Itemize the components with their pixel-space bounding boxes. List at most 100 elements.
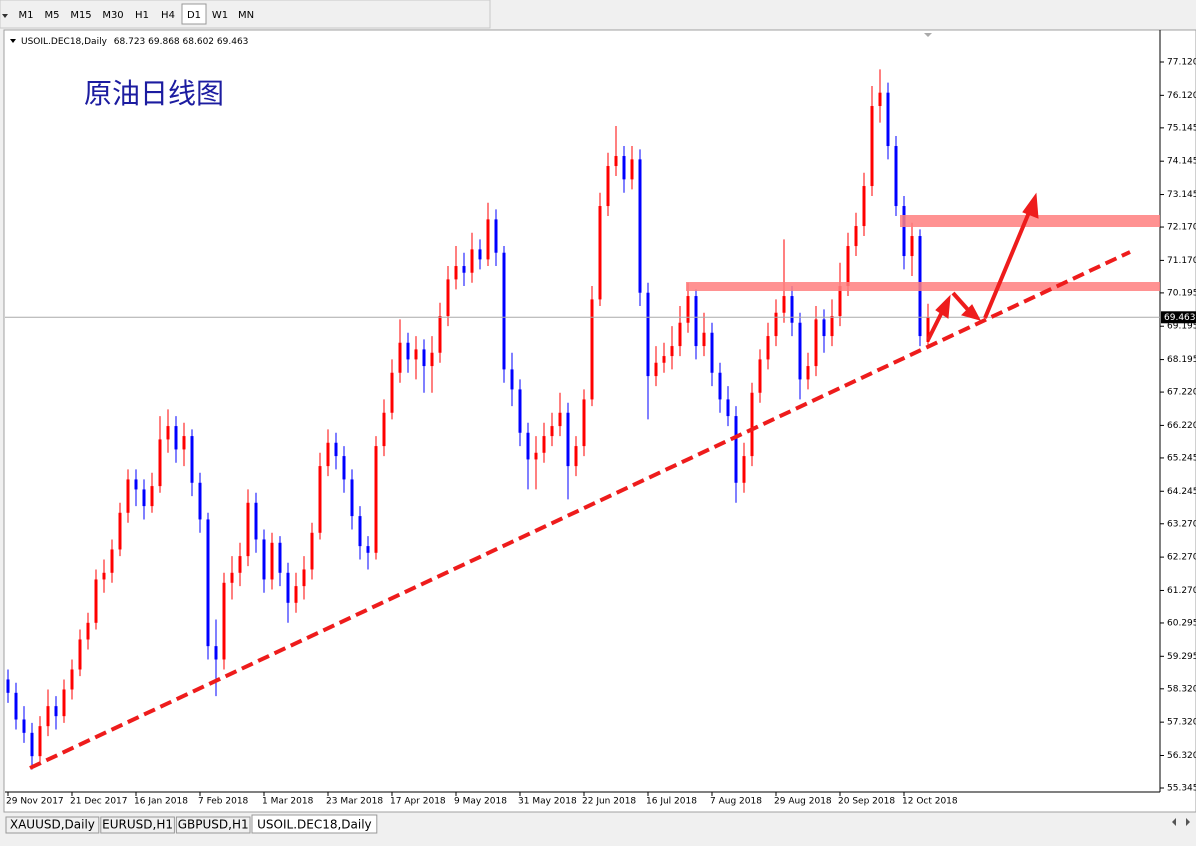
candle-body xyxy=(822,319,826,337)
y-tick-label: 72.170 xyxy=(1167,223,1196,233)
candle-body xyxy=(854,226,858,247)
candle-body xyxy=(750,392,754,457)
candle-body xyxy=(742,456,746,483)
x-tick-label: 21 Dec 2017 xyxy=(70,797,128,807)
candle-body xyxy=(374,446,378,553)
candle-body xyxy=(710,332,714,373)
candle-body xyxy=(350,479,354,517)
y-tick-label: 65.245 xyxy=(1167,453,1196,463)
candle-body xyxy=(358,516,362,547)
timeframe-label[interactable]: H1 xyxy=(135,10,149,21)
timeframe-label[interactable]: H4 xyxy=(161,10,175,21)
y-tick-label: 60.295 xyxy=(1167,618,1196,628)
tab[interactable] xyxy=(251,814,378,834)
candle-body xyxy=(662,356,666,363)
y-tick-label: 61.270 xyxy=(1167,586,1196,596)
timeframe-button[interactable] xyxy=(181,3,207,25)
candle-body xyxy=(174,426,178,450)
timeframe-button[interactable] xyxy=(208,4,232,24)
candle-body xyxy=(390,372,394,413)
candle-body xyxy=(582,399,586,447)
candle-body xyxy=(766,336,770,360)
timeframe-label[interactable]: M15 xyxy=(70,10,91,21)
timeframe-label[interactable]: M30 xyxy=(102,10,123,21)
timeframe-button[interactable] xyxy=(98,4,128,24)
resistance-zone xyxy=(686,282,1160,291)
timeframe-button[interactable] xyxy=(14,4,38,24)
plot-area: 55.345 56.320 57.320 58.320 59.295 60.295 61.2… xyxy=(5,58,1196,807)
tab[interactable] xyxy=(175,816,251,834)
timeframe-button[interactable] xyxy=(156,4,180,24)
y-tick-label: 73.145 xyxy=(1167,190,1196,200)
candle-body xyxy=(758,359,762,393)
candle-body xyxy=(334,442,338,457)
candle-body xyxy=(230,572,234,583)
arrow xyxy=(951,291,972,314)
candle-body xyxy=(678,322,682,347)
candle-body xyxy=(446,279,450,317)
y-tick-label: 63.270 xyxy=(1167,519,1196,529)
candle-body xyxy=(214,646,218,660)
tab-label[interactable]: USOIL.DEC18,Daily xyxy=(257,818,372,832)
y-tick-label: 67.220 xyxy=(1167,388,1196,398)
tab-scroll[interactable] xyxy=(1172,818,1190,826)
x-tick-label: 1 Mar 2018 xyxy=(262,797,314,807)
candle-body xyxy=(134,479,138,490)
chart-window xyxy=(3,29,1196,813)
tab[interactable] xyxy=(5,816,100,834)
candle-body xyxy=(606,166,610,207)
candle-body xyxy=(62,689,66,717)
candle-body xyxy=(614,156,618,167)
x-tick-label: 20 Sep 2018 xyxy=(838,797,895,807)
candle-body xyxy=(54,706,58,717)
candle-body xyxy=(150,486,154,507)
timeframe-label[interactable]: MN xyxy=(238,10,254,21)
timeframe-button[interactable] xyxy=(66,4,96,24)
trend-line xyxy=(29,250,1131,770)
candle-body xyxy=(542,436,546,453)
x-tick-label: 23 Mar 2018 xyxy=(326,797,383,807)
x-tick-label: 29 Aug 2018 xyxy=(774,797,832,807)
candle-body xyxy=(550,426,554,437)
arrows xyxy=(926,192,1039,341)
candle-body xyxy=(190,436,194,483)
candle-body xyxy=(286,572,290,603)
candle-body xyxy=(14,692,18,720)
shift-marker xyxy=(924,33,932,37)
header-arrow xyxy=(10,39,16,43)
y-tick-label: 56.320 xyxy=(1167,751,1196,761)
candle-body xyxy=(246,502,250,557)
x-tick-label: 9 May 2018 xyxy=(454,797,507,807)
timeframe-label[interactable]: M1 xyxy=(19,10,34,21)
tab-label[interactable]: XAUUSD,Daily xyxy=(10,818,95,832)
toolbar-arrow[interactable] xyxy=(2,14,8,18)
tab-label[interactable]: EURUSD,H1 xyxy=(102,818,173,832)
candle-body xyxy=(694,296,698,347)
candle-body xyxy=(70,669,74,690)
x-tick-label: 17 Apr 2018 xyxy=(390,797,446,807)
candle-body xyxy=(294,586,298,603)
candle-body xyxy=(894,146,898,207)
timeframe-button[interactable] xyxy=(40,4,64,24)
x-tick-label: 7 Feb 2018 xyxy=(198,797,249,807)
candle-body xyxy=(798,322,802,380)
y-tick-label: 62.270 xyxy=(1167,553,1196,563)
timeframe-label[interactable]: D1 xyxy=(187,10,201,21)
candle-body xyxy=(302,569,306,587)
candle-body xyxy=(622,156,626,180)
tab-label[interactable]: GBPUSD,H1 xyxy=(178,818,249,832)
candle-body xyxy=(734,416,738,483)
timeframe-button[interactable] xyxy=(130,4,154,24)
y-tick-label: 76.120 xyxy=(1167,91,1196,101)
timeframe-label[interactable]: W1 xyxy=(212,10,228,21)
candle-body xyxy=(406,342,410,360)
timeframe-button[interactable] xyxy=(234,4,258,24)
candle-body xyxy=(598,206,602,300)
candle-body xyxy=(422,349,426,367)
y-tick-label: 71.170 xyxy=(1167,256,1196,266)
timeframe-label[interactable]: M5 xyxy=(45,10,60,21)
tab[interactable] xyxy=(100,816,175,834)
candle-body xyxy=(478,249,482,260)
